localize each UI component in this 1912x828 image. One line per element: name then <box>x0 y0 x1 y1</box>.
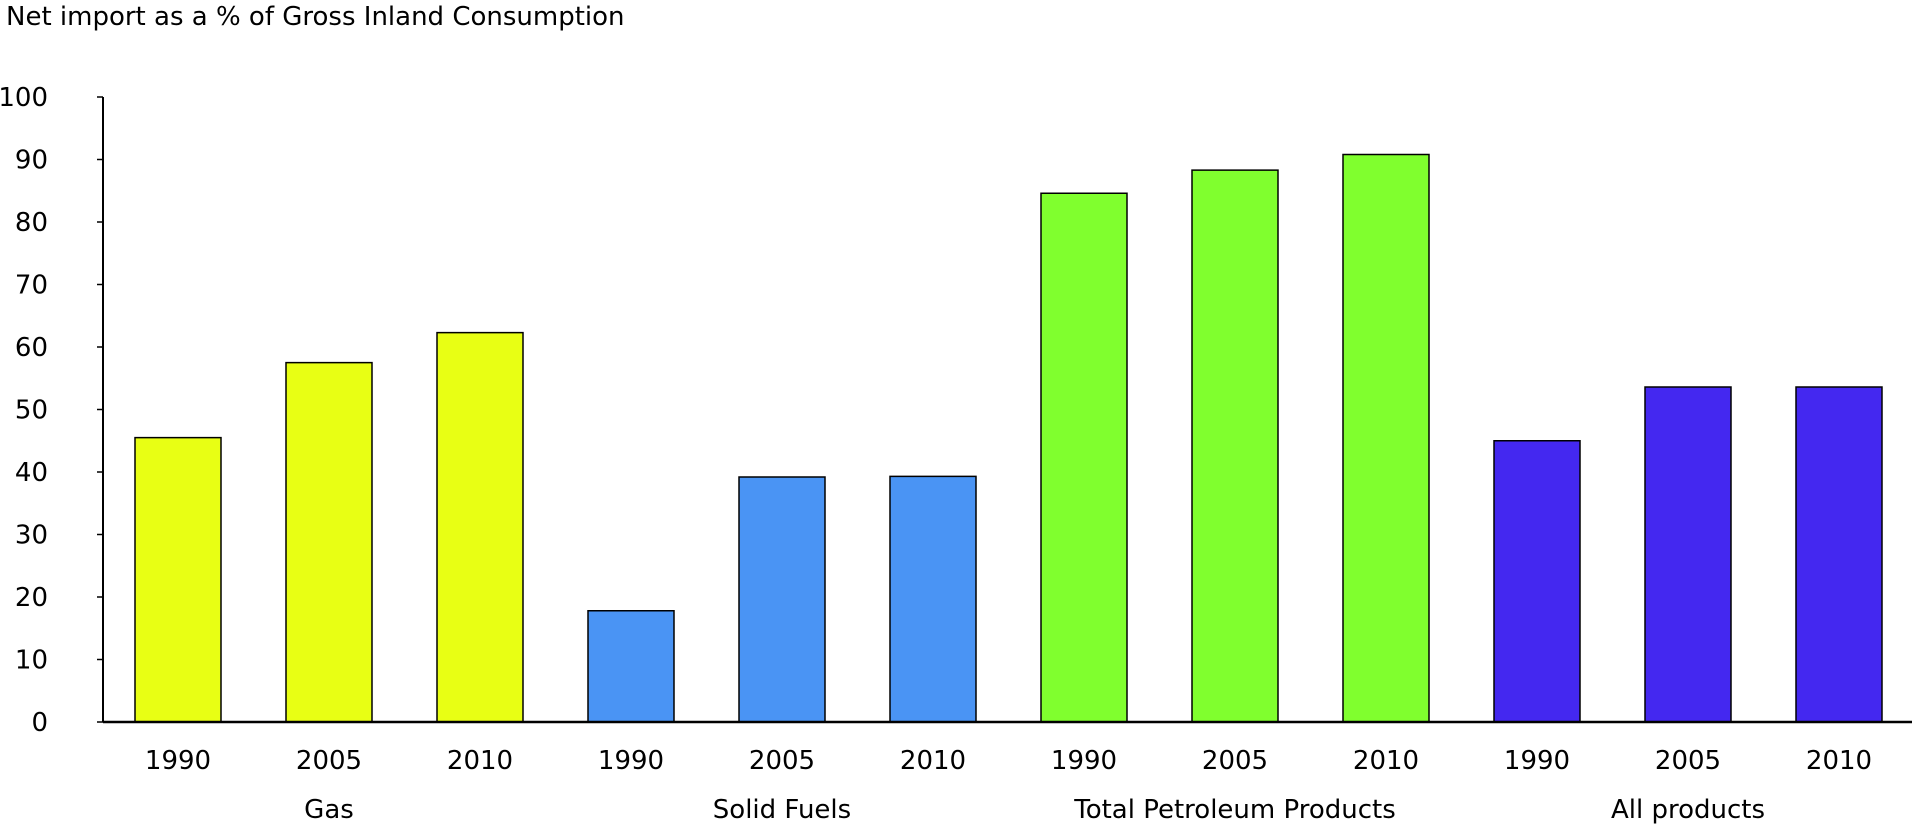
y-tick-label: 70 <box>15 271 48 301</box>
group-label: All products <box>1611 795 1765 825</box>
bar <box>1644 386 1732 723</box>
axes-layer <box>97 96 1912 724</box>
y-tick-label: 60 <box>15 333 48 363</box>
x-tick-label: 2010 <box>1806 746 1872 776</box>
bar <box>587 610 675 723</box>
y-tick-label: 20 <box>15 583 48 613</box>
bar <box>1191 169 1279 723</box>
group-label: Total Petroleum Products <box>1073 795 1396 825</box>
x-tick-label: 1990 <box>1051 746 1117 776</box>
bar <box>1493 440 1581 723</box>
bar <box>1040 192 1128 723</box>
bar <box>889 475 977 723</box>
x-tick-label: 2005 <box>296 746 362 776</box>
x-tick-label: 1990 <box>598 746 664 776</box>
x-tick-label: 1990 <box>1504 746 1570 776</box>
bars-layer <box>134 153 1883 723</box>
bar <box>1795 386 1883 723</box>
y-tick-label: 40 <box>15 458 48 488</box>
y-tick-label: 100 <box>0 83 48 113</box>
bar <box>134 436 222 723</box>
labels-layer: 0 10 20 30 40 50 60 70 80 90 100 1990 2005 2010 Gas 199… <box>0 83 1872 825</box>
group-label: Gas <box>304 795 354 825</box>
bar <box>436 331 524 723</box>
x-tick-label: 2010 <box>900 746 966 776</box>
x-tick-label: 2010 <box>447 746 513 776</box>
y-tick-label: 0 <box>31 708 48 738</box>
x-tick-label: 2005 <box>1655 746 1721 776</box>
bar <box>738 476 826 723</box>
y-tick-label: 50 <box>15 396 48 426</box>
bar <box>285 361 373 723</box>
group-label: Solid Fuels <box>713 795 851 825</box>
y-axis-title: Net import as a % of Gross Inland Consum… <box>6 2 625 32</box>
x-tick-label: 1990 <box>145 746 211 776</box>
x-tick-label: 2005 <box>1202 746 1268 776</box>
y-tick-label: 90 <box>15 146 48 176</box>
y-tick-label: 30 <box>15 521 48 551</box>
bar <box>1342 153 1430 723</box>
y-tick-label: 10 <box>15 646 48 676</box>
y-tick-label: 80 <box>15 208 48 238</box>
x-tick-label: 2010 <box>1353 746 1419 776</box>
x-tick-label: 2005 <box>749 746 815 776</box>
